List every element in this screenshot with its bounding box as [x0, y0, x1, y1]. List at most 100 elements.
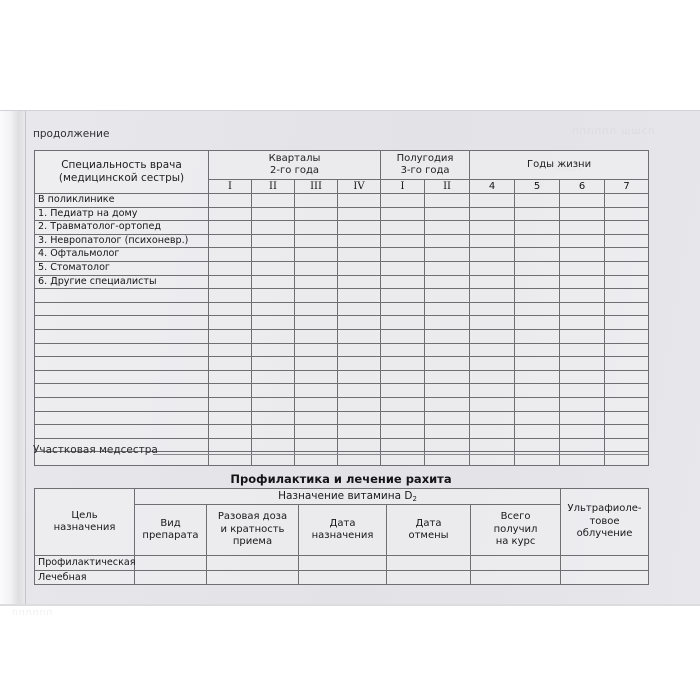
data-cell[interactable] — [336, 369, 382, 385]
data-cell[interactable] — [134, 569, 207, 585]
data-cell[interactable] — [604, 274, 650, 290]
data-cell[interactable] — [604, 288, 650, 303]
data-cell[interactable] — [559, 342, 606, 358]
data-cell[interactable] — [386, 569, 471, 585]
data-cell[interactable] — [294, 193, 338, 208]
data-cell[interactable] — [469, 410, 516, 426]
data-cell[interactable] — [514, 383, 561, 398]
data-cell[interactable] — [336, 301, 382, 317]
data-cell[interactable] — [294, 356, 338, 371]
data-cell[interactable] — [604, 206, 650, 222]
data-cell[interactable] — [251, 288, 295, 303]
data-cell[interactable] — [336, 383, 382, 398]
data-cell[interactable] — [559, 288, 606, 303]
data-cell[interactable] — [604, 247, 650, 262]
data-cell[interactable] — [134, 555, 207, 571]
data-cell[interactable] — [251, 315, 295, 330]
data-cell[interactable] — [604, 410, 650, 426]
data-cell[interactable] — [251, 206, 295, 222]
data-cell[interactable] — [208, 342, 252, 358]
data-cell[interactable] — [469, 301, 516, 317]
data-cell[interactable] — [604, 369, 650, 385]
data-cell[interactable] — [380, 233, 426, 249]
data-cell[interactable] — [559, 206, 606, 222]
data-cell[interactable] — [336, 424, 382, 439]
data-cell[interactable] — [294, 424, 338, 439]
data-cell[interactable] — [469, 383, 516, 398]
data-cell[interactable] — [560, 569, 650, 585]
data-cell[interactable] — [380, 220, 426, 235]
data-cell[interactable] — [294, 206, 338, 222]
data-cell[interactable] — [514, 301, 561, 317]
data-cell[interactable] — [251, 220, 295, 235]
nurse-signature-rule[interactable] — [153, 443, 648, 455]
data-cell[interactable] — [294, 288, 338, 303]
data-cell[interactable] — [514, 315, 561, 330]
data-cell[interactable] — [208, 356, 252, 371]
data-cell[interactable] — [514, 396, 561, 412]
data-cell[interactable] — [559, 301, 606, 317]
data-cell[interactable] — [294, 437, 338, 453]
data-cell[interactable] — [380, 260, 426, 276]
data-cell[interactable] — [424, 328, 471, 344]
data-cell[interactable] — [251, 410, 295, 426]
data-cell[interactable] — [208, 274, 252, 290]
data-cell[interactable] — [208, 315, 252, 330]
data-cell[interactable] — [424, 301, 471, 317]
data-cell[interactable] — [424, 396, 471, 412]
data-cell[interactable] — [514, 437, 561, 453]
data-cell[interactable] — [424, 233, 471, 249]
data-cell[interactable] — [604, 301, 650, 317]
data-cell[interactable] — [380, 424, 426, 439]
data-cell[interactable] — [604, 315, 650, 330]
data-cell[interactable] — [208, 247, 252, 262]
data-cell[interactable] — [604, 356, 650, 371]
data-cell[interactable] — [559, 193, 606, 208]
data-cell[interactable] — [336, 193, 382, 208]
data-cell[interactable] — [469, 274, 516, 290]
data-cell[interactable] — [294, 410, 338, 426]
data-cell[interactable] — [380, 383, 426, 398]
data-cell[interactable] — [559, 396, 606, 412]
data-cell[interactable] — [336, 233, 382, 249]
data-cell[interactable] — [208, 410, 252, 426]
data-cell[interactable] — [294, 274, 338, 290]
data-cell[interactable] — [336, 315, 382, 330]
data-cell[interactable] — [251, 274, 295, 290]
data-cell[interactable] — [386, 555, 471, 571]
data-cell[interactable] — [559, 315, 606, 330]
data-cell[interactable] — [251, 328, 295, 344]
data-cell[interactable] — [469, 315, 516, 330]
data-cell[interactable] — [380, 369, 426, 385]
data-cell[interactable] — [604, 233, 650, 249]
data-cell[interactable] — [298, 569, 387, 585]
data-cell[interactable] — [469, 233, 516, 249]
data-cell[interactable] — [424, 193, 471, 208]
data-cell[interactable] — [294, 260, 338, 276]
data-cell[interactable] — [336, 410, 382, 426]
data-cell[interactable] — [604, 220, 650, 235]
data-cell[interactable] — [514, 356, 561, 371]
data-cell[interactable] — [514, 220, 561, 235]
data-cell[interactable] — [251, 260, 295, 276]
data-cell[interactable] — [604, 342, 650, 358]
data-cell[interactable] — [469, 437, 516, 453]
data-cell[interactable] — [336, 356, 382, 371]
data-cell[interactable] — [380, 342, 426, 358]
data-cell[interactable] — [208, 396, 252, 412]
data-cell[interactable] — [514, 328, 561, 344]
data-cell[interactable] — [424, 220, 471, 235]
data-cell[interactable] — [514, 288, 561, 303]
data-cell[interactable] — [559, 383, 606, 398]
data-cell[interactable] — [208, 369, 252, 385]
data-cell[interactable] — [251, 369, 295, 385]
data-cell[interactable] — [380, 356, 426, 371]
data-cell[interactable] — [298, 555, 387, 571]
data-cell[interactable] — [559, 410, 606, 426]
data-cell[interactable] — [380, 396, 426, 412]
data-cell[interactable] — [206, 569, 299, 585]
data-cell[interactable] — [560, 555, 650, 571]
data-cell[interactable] — [336, 220, 382, 235]
data-cell[interactable] — [424, 356, 471, 371]
data-cell[interactable] — [380, 206, 426, 222]
